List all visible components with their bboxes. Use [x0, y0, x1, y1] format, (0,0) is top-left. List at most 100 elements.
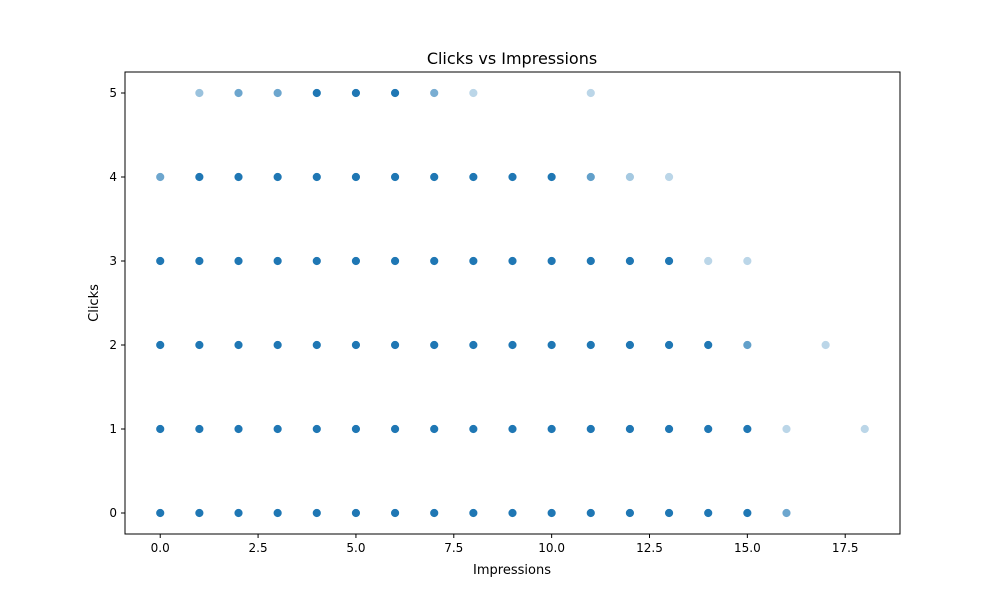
data-point [585, 424, 596, 434]
data-point [272, 508, 283, 518]
x-tick-label: 7.5 [444, 541, 463, 555]
data-point [311, 88, 322, 98]
x-axis-label: Impressions [473, 563, 551, 578]
data-point [625, 424, 635, 434]
y-tick-label: 0 [109, 506, 117, 520]
y-tick-label: 5 [109, 86, 117, 100]
data-point [429, 88, 440, 98]
data-point [194, 508, 205, 518]
data-point [233, 508, 244, 518]
data-point [585, 340, 596, 350]
data-point [859, 424, 870, 434]
data-point [233, 340, 244, 350]
data-point [194, 340, 205, 350]
data-point [155, 424, 166, 434]
data-point [546, 256, 557, 266]
data-point [272, 424, 283, 434]
data-point [742, 256, 753, 266]
data-point [546, 424, 557, 434]
y-tick-label: 2 [109, 338, 117, 352]
data-point [429, 424, 440, 434]
data-point [272, 340, 283, 350]
data-point [311, 256, 322, 266]
data-point [155, 340, 166, 350]
data-point [351, 424, 361, 434]
data-point [390, 340, 400, 350]
data-point [233, 424, 244, 434]
data-point [507, 172, 518, 182]
data-point [233, 256, 244, 266]
data-point [468, 172, 479, 182]
data-point [507, 508, 518, 518]
x-tick-label: 5.0 [346, 541, 365, 555]
data-point [194, 424, 205, 434]
data-point [703, 256, 714, 266]
data-point [546, 340, 557, 350]
x-tick-label: 17.5 [832, 541, 859, 555]
data-point [351, 88, 361, 98]
data-point [194, 256, 205, 266]
data-point [664, 172, 674, 182]
data-point [429, 508, 440, 518]
data-point [351, 256, 361, 266]
data-point [820, 340, 831, 350]
x-tick-label: 2.5 [249, 541, 268, 555]
data-point [468, 424, 479, 434]
data-point [351, 172, 361, 182]
data-point [194, 172, 205, 182]
data-point [585, 88, 596, 98]
data-point [468, 340, 479, 350]
data-point [390, 256, 400, 266]
data-point [742, 424, 753, 434]
data-point [703, 424, 714, 434]
x-tick-label: 12.5 [636, 541, 663, 555]
x-tick-label: 0.0 [151, 541, 170, 555]
data-point [781, 424, 792, 434]
data-point [585, 508, 596, 518]
x-tick-label: 10.0 [538, 541, 565, 555]
x-tick-label: 15.0 [734, 541, 761, 555]
plot-frame [124, 71, 901, 535]
data-point [155, 172, 166, 182]
data-point [390, 424, 400, 434]
data-point [703, 340, 714, 350]
y-tick-label: 3 [109, 254, 117, 268]
data-point [546, 508, 557, 518]
data-point [429, 172, 440, 182]
y-tick-label: 4 [109, 170, 117, 184]
data-point [233, 172, 244, 182]
data-point [155, 256, 166, 266]
y-tick-label: 1 [109, 422, 117, 436]
data-point [507, 424, 518, 434]
data-point [311, 424, 322, 434]
data-point [625, 340, 635, 350]
data-point [664, 508, 674, 518]
data-point [390, 88, 400, 98]
data-point [311, 508, 322, 518]
data-point [429, 340, 440, 350]
data-point [351, 340, 361, 350]
data-point [390, 172, 400, 182]
data-point [664, 424, 674, 434]
data-point [272, 172, 283, 182]
data-point [664, 340, 674, 350]
data-point [546, 172, 557, 182]
data-point [585, 256, 596, 266]
points-layer [155, 88, 870, 518]
data-point [625, 508, 635, 518]
data-point [507, 256, 518, 266]
data-point [585, 172, 596, 182]
data-point [351, 508, 361, 518]
data-point [468, 88, 479, 98]
data-point [311, 340, 322, 350]
data-point [468, 256, 479, 266]
data-point [664, 256, 674, 266]
x-axis: 0.0 2.5 5.0 7.5 10.0 12.5 15.0 17.5 [151, 534, 859, 555]
data-point [429, 256, 440, 266]
data-point [272, 88, 283, 98]
data-point [311, 172, 322, 182]
data-point [742, 508, 753, 518]
data-point [155, 508, 166, 518]
y-axis: 0 1 2 3 4 5 [109, 86, 125, 520]
